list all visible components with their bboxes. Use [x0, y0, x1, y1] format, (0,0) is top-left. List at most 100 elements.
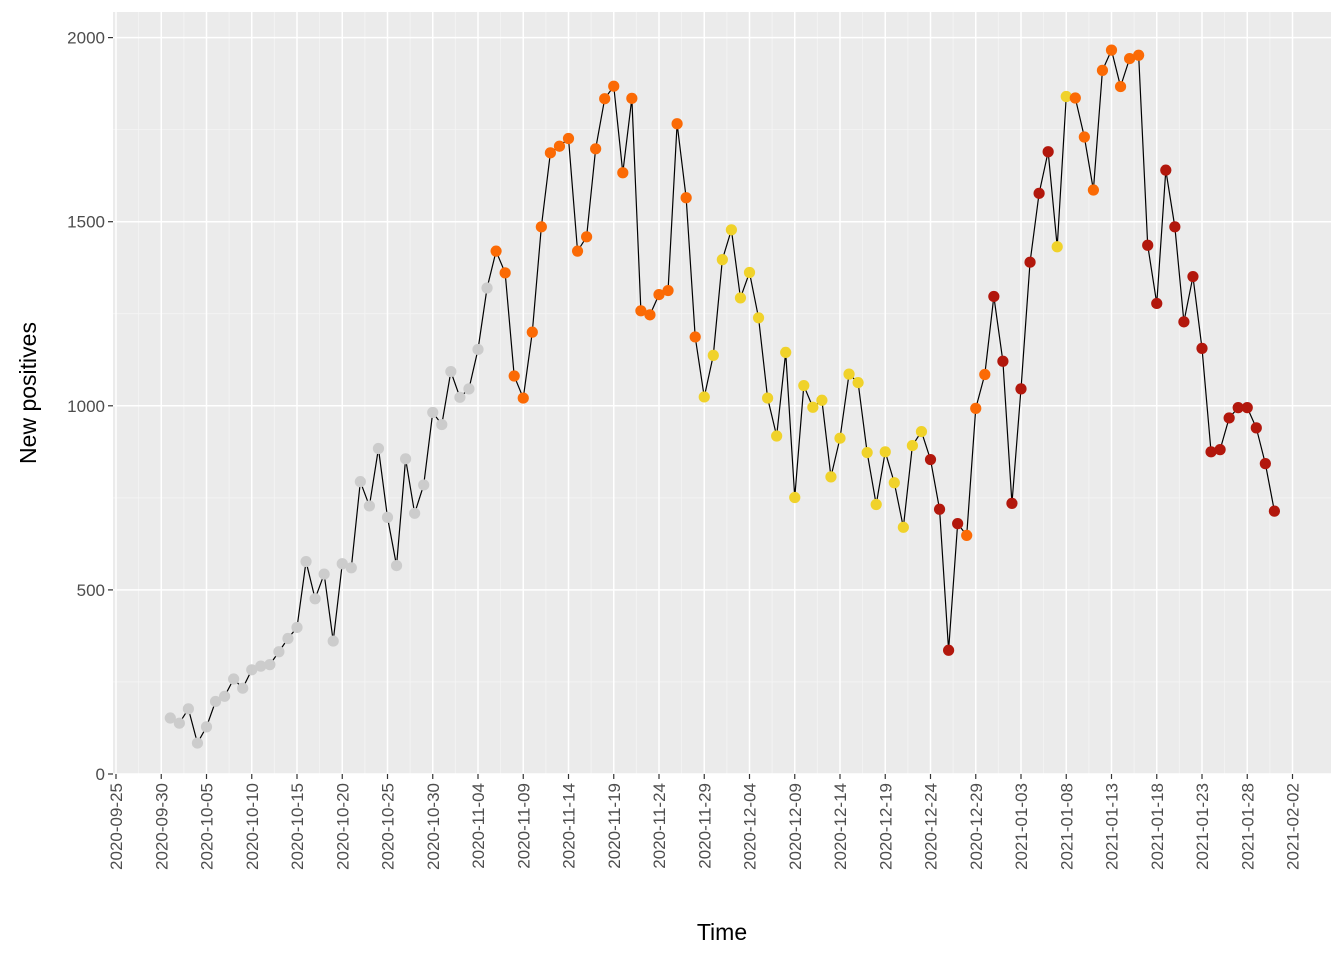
data-point: [173, 717, 185, 729]
x-tick-label: 2020-11-24: [650, 783, 669, 869]
data-point: [906, 439, 919, 452]
data-point: [409, 507, 421, 519]
data-point: [481, 282, 493, 294]
x-tick-label: 2021-01-23: [1193, 783, 1212, 870]
data-point: [915, 425, 928, 438]
data-point: [825, 471, 837, 483]
data-point: [581, 231, 593, 243]
x-tick-label: 2020-09-30: [152, 783, 171, 870]
data-point: [472, 343, 484, 356]
data-point: [897, 521, 909, 533]
data-point: [617, 167, 629, 179]
x-tick-label: 2021-02-02: [1284, 783, 1303, 870]
data-point: [608, 80, 620, 92]
data-point: [454, 391, 466, 403]
data-point: [933, 503, 946, 515]
data-point: [571, 245, 584, 257]
data-point: [490, 245, 502, 257]
data-point: [553, 140, 566, 152]
y-axis: 0 500 1000 1500 2000: [67, 29, 113, 784]
data-point: [1178, 316, 1190, 328]
data-point: [354, 476, 366, 488]
data-point: [752, 312, 765, 324]
data-point: [345, 562, 357, 574]
x-tick-label: 2021-01-28: [1238, 783, 1257, 870]
data-point: [381, 511, 394, 523]
data-point: [861, 446, 873, 459]
data-point: [191, 737, 204, 749]
data-point: [1250, 422, 1262, 434]
data-point: [997, 355, 1009, 367]
data-point: [879, 446, 891, 458]
data-point: [336, 558, 348, 570]
data-point: [427, 406, 439, 419]
x-tick-label: 2020-11-04: [469, 783, 488, 869]
data-point: [599, 93, 611, 105]
data-point: [698, 391, 710, 403]
x-axis-title: Time: [697, 919, 747, 945]
x-tick-label: 2020-09-25: [107, 783, 126, 870]
x-axis: 2020-09-25 2020-09-30 2020-10-05 2020-10-10…: [107, 774, 1303, 870]
data-point: [590, 143, 602, 155]
data-point: [943, 644, 955, 656]
data-point: [635, 305, 647, 317]
y-tick-label: 2000: [67, 29, 105, 48]
x-tick-label: 2020-11-19: [605, 783, 624, 869]
data-point: [662, 284, 674, 297]
data-point: [1160, 164, 1172, 176]
data-point: [390, 560, 403, 572]
data-point: [961, 529, 973, 542]
data-point: [843, 368, 855, 380]
x-tick-label: 2020-10-30: [424, 783, 443, 870]
data-point: [870, 498, 882, 511]
x-tick-label: 2021-01-13: [1103, 783, 1122, 870]
data-point: [1060, 90, 1072, 103]
data-point: [780, 346, 792, 359]
data-point: [264, 659, 276, 671]
data-point: [771, 430, 783, 442]
data-point: [1151, 297, 1163, 310]
data-point: [716, 254, 728, 266]
data-point: [418, 479, 430, 491]
data-point: [372, 442, 385, 455]
data-point: [762, 392, 774, 404]
data-point: [1042, 146, 1054, 158]
data-point: [517, 392, 529, 404]
data-point: [1124, 52, 1136, 65]
data-point: [219, 690, 231, 702]
data-point: [228, 673, 240, 685]
data-point: [798, 379, 810, 392]
data-point: [200, 721, 213, 733]
data-point: [1268, 505, 1280, 517]
data-point: [255, 660, 267, 672]
data-point: [318, 568, 330, 580]
data-point: [1214, 444, 1226, 456]
data-point: [327, 635, 339, 647]
x-tick-label: 2020-10-25: [379, 783, 398, 870]
y-tick-label: 1500: [67, 213, 105, 232]
data-point: [725, 224, 738, 236]
data-point: [309, 593, 321, 605]
data-point: [1196, 342, 1208, 354]
data-point: [1259, 458, 1271, 470]
data-point: [1033, 187, 1045, 199]
x-tick-label: 2020-12-29: [967, 783, 986, 870]
data-point: [182, 703, 194, 715]
data-point: [644, 309, 656, 321]
data-point: [1114, 80, 1127, 93]
data-point: [1078, 131, 1090, 143]
x-tick-label: 2020-12-14: [831, 783, 850, 870]
data-point: [970, 402, 982, 414]
data-point: [789, 491, 801, 504]
data-point: [816, 394, 828, 406]
data-point: [852, 377, 864, 389]
data-point: [1024, 256, 1036, 268]
data-point: [1169, 221, 1181, 233]
y-tick-label: 0: [96, 765, 105, 784]
plot-panel: [113, 12, 1331, 774]
data-point: [1051, 241, 1063, 253]
data-point: [743, 266, 756, 279]
data-point: [544, 147, 557, 159]
data-point: [246, 664, 258, 676]
